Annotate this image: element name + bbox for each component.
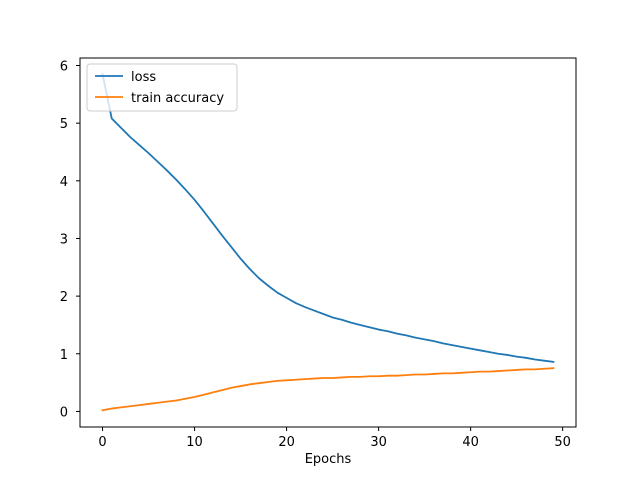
x-tick-label: 10 <box>186 435 203 450</box>
series-line-0 <box>101 73 555 363</box>
x-tick-label: 0 <box>98 435 106 450</box>
y-tick-label: 4 <box>60 175 68 190</box>
legend: loss train accuracy <box>86 63 238 112</box>
x-tick-label: 20 <box>278 435 295 450</box>
plot-area <box>79 57 577 428</box>
x-tick-label: 40 <box>462 435 479 450</box>
y-tick-label: 1 <box>60 348 68 363</box>
legend-label-1: train accuracy <box>131 91 224 106</box>
y-tick-label: 5 <box>60 117 68 132</box>
legend-box <box>86 63 238 112</box>
x-tick-label: 50 <box>554 435 571 450</box>
y-tick-label: 2 <box>60 290 68 305</box>
x-tick-label: 30 <box>370 435 387 450</box>
x-axis-label: Epochs <box>305 452 352 467</box>
y-tick-label: 3 <box>60 232 68 247</box>
series-line-1 <box>101 367 555 412</box>
y-tick-label: 6 <box>60 59 68 74</box>
y-tick-label: 0 <box>60 405 68 420</box>
legend-label-0: loss <box>131 70 156 85</box>
